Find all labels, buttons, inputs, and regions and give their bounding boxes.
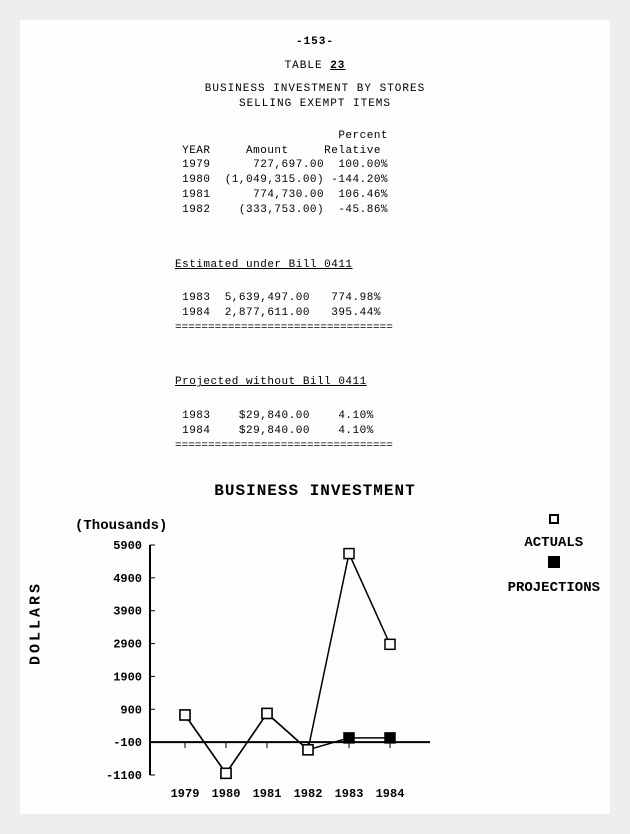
table-number: 23 (330, 60, 345, 72)
svg-text:1982: 1982 (294, 787, 323, 801)
legend-actuals-label: ACTUALS (508, 532, 600, 554)
svg-text:3900: 3900 (113, 604, 142, 618)
title-line-2: SELLING EXEMPT ITEMS (20, 97, 610, 112)
svg-text:900: 900 (120, 703, 142, 717)
svg-text:-1100: -1100 (106, 769, 142, 783)
svg-text:1900: 1900 (113, 670, 142, 684)
title-line-1: BUSINESS INVESTMENT BY STORES (20, 82, 610, 97)
data-table: Percent YEAR Amount Relative 1979 727,69… (175, 129, 455, 454)
svg-text:1983: 1983 (335, 787, 364, 801)
svg-text:5900: 5900 (113, 540, 142, 553)
y-unit-label: (Thousands) (75, 518, 167, 534)
table-label: TABLE 23 (20, 60, 610, 72)
svg-text:1984: 1984 (376, 787, 405, 801)
legend-projections-icon (548, 556, 560, 568)
legend-actuals-icon (549, 514, 559, 524)
svg-text:1980: 1980 (212, 787, 241, 801)
chart-legend: ACTUALS PROJECTIONS (508, 510, 600, 600)
doc-title: BUSINESS INVESTMENT BY STORES SELLING EX… (20, 82, 610, 113)
svg-text:-100: -100 (113, 736, 142, 750)
svg-text:1981: 1981 (253, 787, 282, 801)
svg-text:2900: 2900 (113, 637, 142, 651)
table-label-text: TABLE (285, 60, 323, 72)
document-page: -153- TABLE 23 BUSINESS INVESTMENT BY ST… (20, 20, 610, 814)
chart-area: (Thousands) DOLLARS ACTUALS PROJECTIONS … (20, 510, 610, 820)
legend-projections-label: PROJECTIONS (508, 577, 600, 599)
svg-text:4900: 4900 (113, 572, 142, 586)
y-axis-label: DOLLARS (28, 581, 45, 665)
chart-plot: 5900 4900 3900 2900 1900 900 -100 -1100 1979 1980… (80, 540, 490, 820)
page-number: -153- (20, 20, 610, 48)
chart-title: BUSINESS INVESTMENT (20, 482, 610, 500)
svg-text:1979: 1979 (171, 787, 200, 801)
